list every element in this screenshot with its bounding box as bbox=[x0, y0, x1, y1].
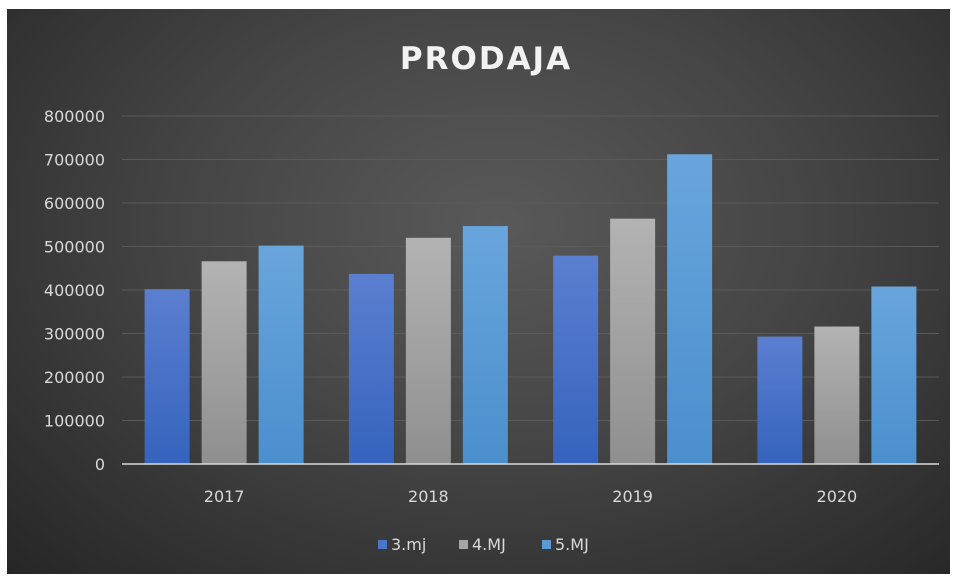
legend-label: 3.mj bbox=[391, 535, 426, 554]
y-tick-label: 700000 bbox=[44, 151, 105, 170]
bars bbox=[122, 154, 939, 465]
y-tick-label: 200000 bbox=[44, 368, 105, 387]
chart-title: PRODAJA bbox=[400, 41, 572, 77]
bar-3-mj-2018 bbox=[348, 273, 394, 464]
bar-4-mj-2017 bbox=[201, 261, 247, 464]
bar-4-mj-2020 bbox=[814, 326, 860, 464]
y-axis-ticks: 0 100000 200000 300000 400000 500000 600000 700… bbox=[44, 107, 105, 474]
x-axis-ticks: 2017 2018 2019 2020 bbox=[204, 487, 857, 506]
legend-label: 5.MJ bbox=[555, 535, 589, 554]
x-tick-label: 2019 bbox=[612, 487, 653, 506]
legend-label: 4.MJ bbox=[472, 535, 506, 554]
y-tick-label: 100000 bbox=[44, 412, 105, 431]
y-tick-label: 300000 bbox=[44, 325, 105, 344]
x-tick-label: 2018 bbox=[408, 487, 449, 506]
x-tick-label: 2017 bbox=[204, 487, 245, 506]
bar-3-mj-2019 bbox=[553, 255, 599, 464]
legend-swatch bbox=[542, 540, 551, 549]
bar-5-mj-2018 bbox=[462, 226, 508, 464]
bar-5-mj-2017 bbox=[258, 245, 304, 464]
sales-bar-chart: PRODAJA 0 100000 200000 300000 400000 500000 6… bbox=[44, 41, 939, 554]
x-tick-label: 2020 bbox=[817, 487, 858, 506]
bar-4-mj-2019 bbox=[610, 218, 656, 464]
bar-3-mj-2017 bbox=[144, 289, 190, 464]
y-tick-label: 600000 bbox=[44, 194, 105, 213]
legend-swatch bbox=[378, 540, 387, 549]
y-tick-label: 0 bbox=[95, 455, 105, 474]
y-tick-label: 400000 bbox=[44, 281, 105, 300]
bar-5-mj-2020 bbox=[871, 286, 917, 464]
bar-3-mj-2020 bbox=[757, 336, 803, 464]
y-tick-label: 800000 bbox=[44, 107, 105, 126]
legend: 3.mj 4.MJ 5.MJ bbox=[378, 535, 589, 554]
bar-4-mj-2018 bbox=[405, 237, 451, 464]
gridlines bbox=[122, 115, 939, 421]
y-tick-label: 500000 bbox=[44, 238, 105, 257]
chart-area: PRODAJA 0 100000 200000 300000 400000 500000 6… bbox=[7, 9, 950, 574]
legend-swatch bbox=[459, 540, 468, 549]
bar-5-mj-2019 bbox=[667, 154, 713, 464]
